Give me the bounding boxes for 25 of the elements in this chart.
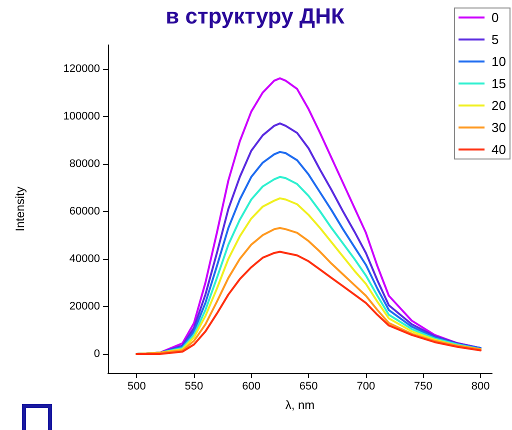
- x-axis-title: λ, nm: [285, 398, 315, 412]
- x-tick-label: 650: [299, 380, 318, 392]
- x-tick-label: 550: [184, 380, 204, 392]
- y-tick-label: 100000: [63, 110, 100, 122]
- line-series: [136, 250, 482, 355]
- x-tick-label: 500: [127, 380, 146, 392]
- x-tick-label: 700: [356, 380, 376, 392]
- y-tick-label: 20000: [69, 300, 100, 312]
- legend-label: 15: [492, 76, 506, 91]
- y-tick-label: 60000: [69, 205, 100, 218]
- legend-label: 0: [492, 10, 499, 25]
- x-tick-label: 750: [414, 380, 432, 392]
- y-tick-label: 120000: [63, 62, 100, 75]
- legend-label: 5: [492, 32, 499, 47]
- legend-label: 10: [492, 54, 506, 69]
- y-axis-title: Intensity: [13, 186, 27, 232]
- x-tick-label: 800: [471, 380, 490, 392]
- y-tick-label: 40000: [69, 252, 100, 265]
- legend-label: 20: [492, 98, 506, 113]
- y-tick-label: 0: [94, 348, 100, 360]
- legend-label: 30: [492, 120, 506, 135]
- y-tick-label: 80000: [69, 158, 100, 170]
- legend-label: 40: [492, 142, 506, 157]
- x-tick-label: 600: [242, 380, 260, 392]
- chart-title: в структуру ДНК: [166, 4, 345, 28]
